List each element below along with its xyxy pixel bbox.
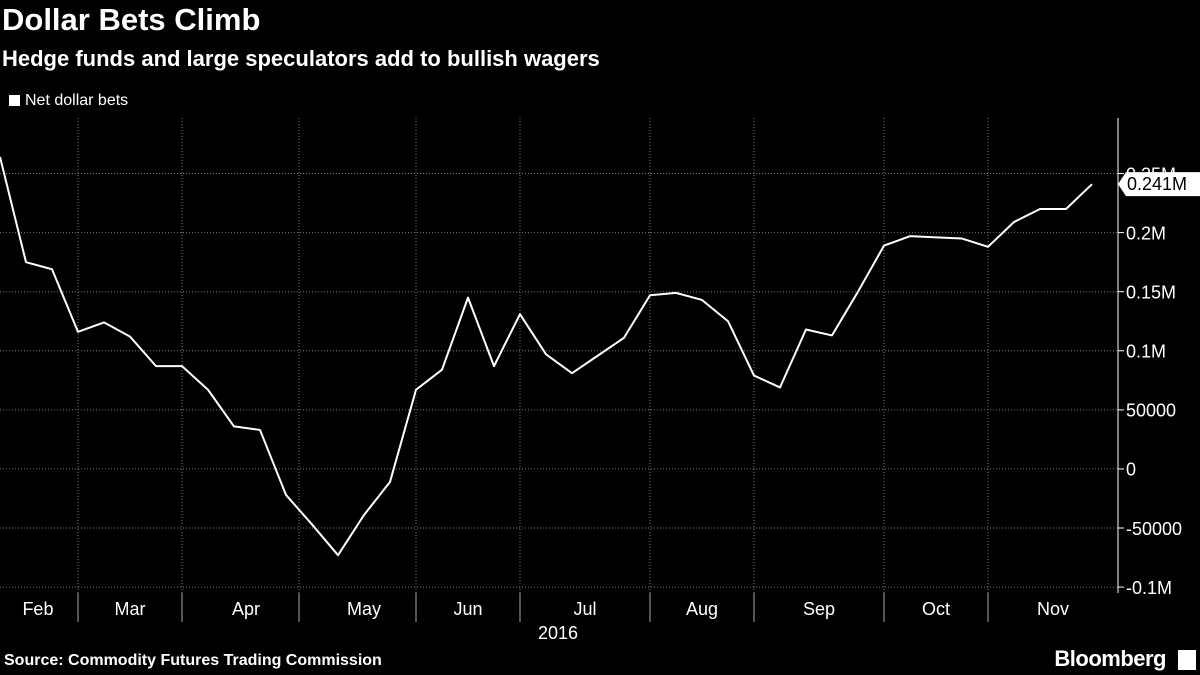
x-tick-label: Aug: [686, 599, 718, 619]
x-tick-label: Jul: [573, 599, 596, 619]
line: [0, 156, 1093, 557]
y-tick-label: 0: [1126, 460, 1136, 480]
legend-label: Net dollar bets: [25, 92, 128, 109]
x-tick-label: Jun: [453, 599, 482, 619]
x-tick-label: Feb: [22, 599, 53, 619]
chart-title: Dollar Bets Climb: [2, 2, 260, 37]
y-tick-label: 0.15M: [1126, 282, 1176, 302]
brand: Bloomberg: [1054, 646, 1166, 671]
x-tick-label: Sep: [803, 599, 835, 619]
y-tick-label: 50000: [1126, 401, 1176, 421]
value-label-box: [1118, 172, 1200, 197]
legend-swatch: [9, 95, 20, 106]
y-tick-label: 0.1M: [1126, 342, 1166, 362]
value-label: 0.241M: [1127, 174, 1187, 194]
x-tick-label: Apr: [232, 599, 260, 619]
x-tick-label: May: [347, 599, 381, 619]
y-tick-label: 0.2M: [1126, 223, 1166, 243]
y-tick-label: -0.1M: [1126, 578, 1172, 598]
source: Source: Commodity Futures Trading Commis…: [4, 652, 382, 669]
chart-subtitle: Hedge funds and large speculators add to…: [2, 46, 600, 71]
x-tick-label: Oct: [922, 599, 950, 619]
x-tick-label: Mar: [115, 599, 146, 619]
brand-icon: [1178, 650, 1196, 670]
x-axis-year: 2016: [538, 623, 578, 643]
y-tick-label: -50000: [1126, 519, 1182, 539]
x-tick-label: Nov: [1037, 599, 1069, 619]
